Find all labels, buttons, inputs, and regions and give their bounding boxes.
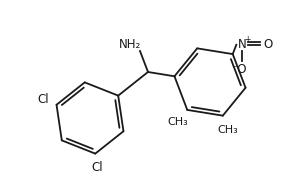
Text: Cl: Cl — [92, 161, 103, 174]
Text: +: + — [244, 35, 250, 44]
Text: N: N — [238, 38, 247, 51]
Text: CH₃: CH₃ — [167, 117, 188, 127]
Text: NH₂: NH₂ — [119, 38, 141, 51]
Text: ⁻O: ⁻O — [232, 63, 247, 76]
Text: O: O — [264, 38, 273, 51]
Text: Cl: Cl — [38, 93, 49, 106]
Text: CH₃: CH₃ — [218, 125, 239, 135]
